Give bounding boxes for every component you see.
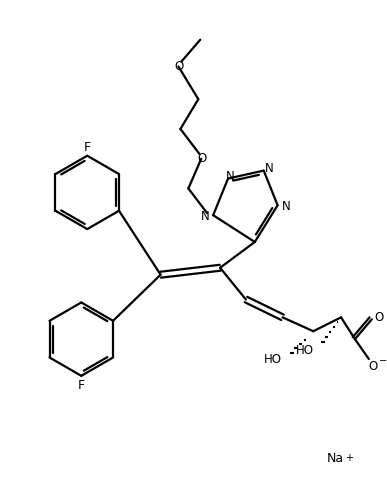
- Text: N: N: [265, 162, 274, 175]
- Text: +: +: [345, 453, 353, 463]
- Text: N: N: [226, 170, 235, 183]
- Text: N: N: [282, 200, 291, 213]
- Text: O: O: [368, 360, 377, 373]
- Text: −: −: [379, 356, 387, 366]
- Text: HO: HO: [296, 344, 314, 357]
- Text: O: O: [198, 152, 207, 165]
- Text: O: O: [175, 60, 184, 73]
- Text: F: F: [78, 379, 85, 392]
- Text: F: F: [84, 141, 91, 154]
- Text: N: N: [201, 210, 210, 223]
- Text: O: O: [374, 311, 384, 324]
- Text: HO: HO: [264, 353, 282, 366]
- Text: Na: Na: [327, 452, 344, 465]
